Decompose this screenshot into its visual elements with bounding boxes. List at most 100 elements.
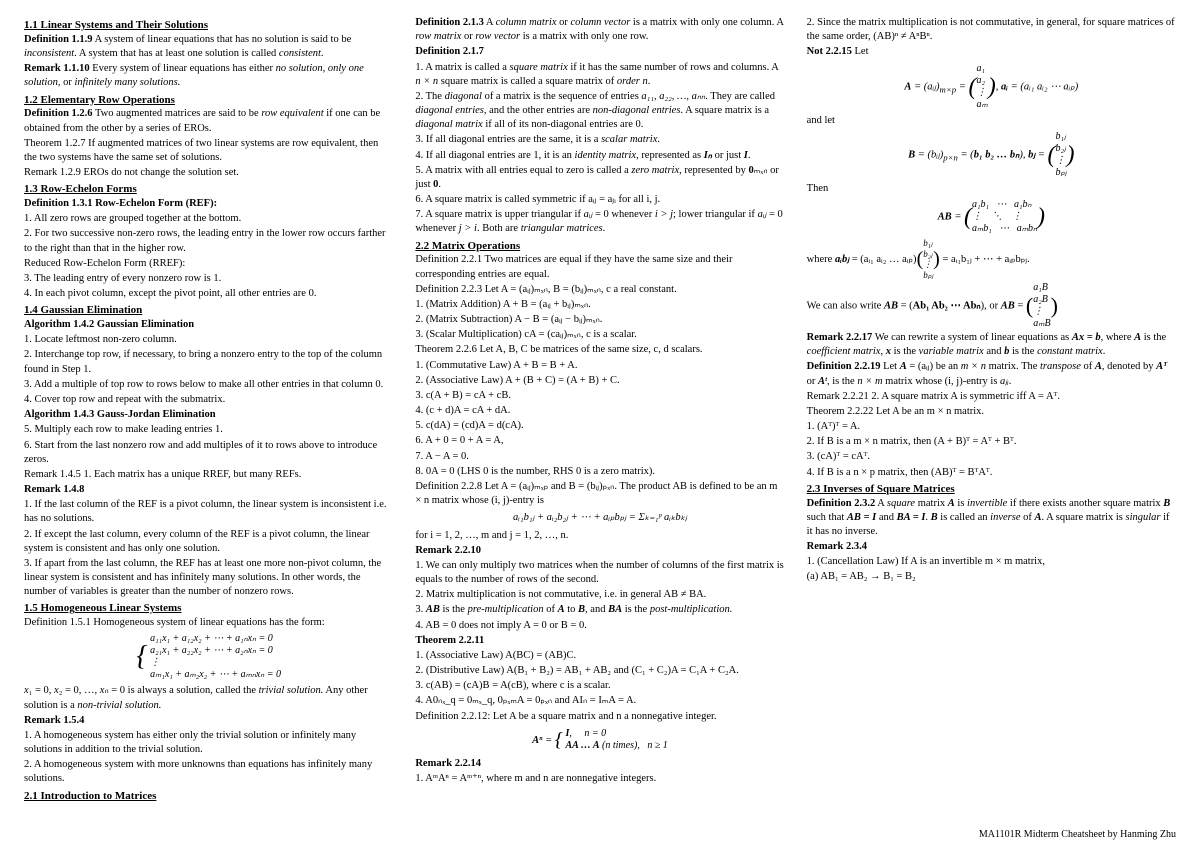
t2222-item-3: 3. (cA)ᵀ = cAᵀ. [807,450,1176,464]
r234-item-1: 1. (Cancellation Law) If A is an inverti… [807,555,1176,569]
algo-1-4-2: Algorithm 1.4.2 Gaussian Elimination [24,318,393,332]
rem-2-2-10: Remark 2.2.10 [415,544,784,558]
thm-2-2-6: Theorem 2.2.6 Let A, B, C be matrices of… [415,343,784,357]
trivial-solution: x₁ = 0, x₂ = 0, …, xₙ = 0 is always a so… [24,684,393,712]
d223-item-3: 3. (Scalar Multiplication) cA = (caᵢⱼ)ₘₓ… [415,328,784,342]
d217-item-2: 2. The diagonal of a matrix is the seque… [415,90,784,133]
t226-item-8: 8. 0A = 0 (LHS 0 is the number, RHS 0 is… [415,465,784,479]
t2211-item-1: 1. (Associative Law) A(BC) = (AB)C. [415,649,784,663]
def-2-2-1: Definition 2.2.1 Two matrices are equal … [415,253,784,281]
n2215-also: We can also write AB = (Ab₁ Ab₂ ⋯ Abₙ), … [807,282,1176,330]
ge-step-3: 3. Add a multiple of top row to rows bel… [24,378,393,392]
def-2-3-2: Definition 2.3.2 A square matrix A is in… [807,497,1176,540]
n2215-and-let: and let [807,114,1176,128]
rem-2-2-17: Remark 2.2.17 We can rewrite a system of… [807,331,1176,359]
thm-2-2-11: Theorem 2.2.11 [415,634,784,648]
rem148-item-3: 3. If apart from the last column, the RE… [24,557,393,600]
rem-1-4-5: Remark 1.4.5 1. Each matrix has a unique… [24,468,393,482]
thm-1-2-7: Theorem 1.2.7 If augmented matrices of t… [24,137,393,165]
homogeneous-system-eq: { a₁₁x₁ + a₁₂x₂ + ⋯ + a₁ₙxₙ = 0 a₂₁x₁ + … [24,633,393,681]
r2210-item-2: 2. Matrix multiplication is not commutat… [415,588,784,602]
gj-step-5: 5. Multiply each row to make leading ent… [24,423,393,437]
r2210-item-4: 4. AB = 0 does not imply A = 0 or B = 0. [415,619,784,633]
n2215-eq2: B = (bᵢⱼ)p×n = (b₁ b₂ … bₙ), bⱼ = (b₁ⱼb₂… [807,131,1176,179]
d217-item-5: 5. A matrix with all entries equal to ze… [415,164,784,192]
d223-item-2: 2. (Matrix Subtraction) A − B = (aᵢⱼ − b… [415,313,784,327]
def-1-3-1: Definition 1.3.1 Row-Echelon Form (REF): [24,197,393,211]
d217-item-3: 3. If all diagonal entries are the same,… [415,133,784,147]
t226-item-6: 6. A + 0 = 0 + A = A, [415,434,784,448]
t2211-item-2: 2. (Distributive Law) A(B₁ + B₂) = AB₁ +… [415,664,784,678]
t226-item-3: 3. c(A + B) = cA + cB. [415,389,784,403]
def-2-1-3: Definition 2.1.3 A column matrix or colu… [415,16,784,44]
page-footer: MA1101R Midterm Cheatsheet by Hanming Zh… [979,828,1176,842]
t2222-item-2: 2. If B is a m × n matrix, then (A + B)ᵀ… [807,435,1176,449]
not-2-2-15: Not 2.2.15 Let [807,45,1176,59]
n2215-where: where aᵢbⱼ = (aᵢ₁ aᵢ₂ … aᵢₚ)(b₁ⱼb₂ⱼ⋮bₚⱼ)… [807,238,1176,281]
r2210-item-1: 1. We can only multiply two matrices whe… [415,559,784,587]
algo-1-4-3: Algorithm 1.4.3 Gauss-Jordan Elimination [24,408,393,422]
n2215-eq1: A = (aᵢⱼ)m×p = (a₁a₂⋮aₘ), aᵢ = (aᵢ₁ aᵢ₂ … [807,63,1176,111]
ref-item-1: 1. All zero rows are grouped together at… [24,212,393,226]
rem-2-2-21: Remark 2.2.21 2. A square matrix A is sy… [807,390,1176,404]
def-2-2-8: Definition 2.2.8 Let A = (aᵢⱼ)ₘₓₚ and B … [415,480,784,508]
ge-step-2: 2. Interchange top row, if necessary, to… [24,348,393,376]
d217-item-4: 4. If all diagonal entries are 1, it is … [415,149,784,163]
n2215-then: Then [807,182,1176,196]
t2222-item-1: 1. (Aᵀ)ᵀ = A. [807,420,1176,434]
t2222-item-4: 4. If B is a n × p matrix, then (AB)ᵀ = … [807,466,1176,480]
rem-2-2-14: Remark 2.2.14 [415,757,784,771]
d217-item-6: 6. A square matrix is called symmetric i… [415,193,784,207]
t226-item-7: 7. A − A = 0. [415,450,784,464]
gj-step-6: 6. Start from the last nonzero row and a… [24,439,393,467]
n2215-eq3: AB = (a₁b₁ ⋯ a₁bₙ⋮ ⋱ ⋮aₘb₁ ⋯ aₘbₙ) [807,199,1176,235]
rem-1-4-8: Remark 1.4.8 [24,483,393,497]
t2211-item-4: 4. A0ₙₓ_q = 0ₘₓ_q, 0ₚₓₘA = 0ₚₓₙ and AIₙ … [415,694,784,708]
rem-1-1-10: Remark 1.1.10 Every system of linear equ… [24,62,393,90]
t226-item-5: 5. c(dA) = (cd)A = d(cA). [415,419,784,433]
d217-item-1: 1. A matrix is called a square matrix if… [415,61,784,89]
rem-1-2-9: Remark 1.2.9 EROs do not change the solu… [24,166,393,180]
def-2-2-19: Definition 2.2.19 Let A = (aᵢⱼ) be an m … [807,360,1176,388]
def-2-2-3: Definition 2.2.3 Let A = (aᵢⱼ)ₘₓₙ, B = (… [415,283,784,297]
def-1-5-1: Definition 1.5.1 Homogeneous system of l… [24,616,393,630]
r2214-item-2: 2. Since the matrix multiplication is no… [807,16,1176,44]
r2214-item-1: 1. AᵐAⁿ = Aᵐ⁺ⁿ, where m and n are nonneg… [415,772,784,786]
r2210-item-3: 3. AB is the pre-multiplication of A to … [415,603,784,617]
r234-item-1a: (a) AB₁ = AB₂ → B₁ = B₂ [807,570,1176,584]
rem154-item-2: 2. A homogeneous system with more unknow… [24,758,393,786]
rem148-item-2: 2. If except the last column, every colu… [24,528,393,556]
t226-item-1: 1. (Commutative Law) A + B = B + A. [415,359,784,373]
ge-step-1: 1. Locate leftmost non-zero column. [24,333,393,347]
heading-2-1: 2.1 Introduction to Matrices [24,789,393,804]
rem-2-3-4: Remark 2.3.4 [807,540,1176,554]
ge-step-4: 4. Cover top row and repeat with the sub… [24,393,393,407]
rref-item-4: 4. In each pivot column, except the pivo… [24,287,393,301]
heading-1-2: 1.2 Elementary Row Operations [24,93,393,108]
ref-item-2: 2. For two successive non-zero rows, the… [24,227,393,255]
heading-1-3: 1.3 Row-Echelon Forms [24,182,393,197]
def-2-2-12: Definition 2.2.12: Let A be a square mat… [415,710,784,724]
rem154-item-1: 1. A homogeneous system has either only … [24,729,393,757]
matrix-power-eq: Aⁿ = { I, n = 0AA … A (n times), n ≥ 1 [415,727,784,754]
heading-1-4: 1.4 Gaussian Elimination [24,303,393,318]
d223-item-1: 1. (Matrix Addition) A + B = (aᵢⱼ + bᵢⱼ)… [415,298,784,312]
rref-label: Reduced Row-Echelon Form (RREF): [24,257,393,271]
content-columns: 1.1 Linear Systems and Their Solutions D… [24,16,1176,806]
heading-2-3: 2.3 Inverses of Square Matrices [807,482,1176,497]
heading-2-2: 2.2 Matrix Operations [415,239,784,254]
heading-1-5: 1.5 Homogeneous Linear Systems [24,601,393,616]
thm-2-2-22: Theorem 2.2.22 Let A be an m × n matrix. [807,405,1176,419]
t226-item-4: 4. (c + d)A = cA + dA. [415,404,784,418]
def-2-1-7: Definition 2.1.7 [415,45,784,59]
rem-1-5-4: Remark 1.5.4 [24,714,393,728]
rref-item-3: 3. The leading entry of every nonzero ro… [24,272,393,286]
d217-item-7: 7. A square matrix is upper triangular i… [415,208,784,236]
product-entry-eq: aᵢ₁b₁ⱼ + aᵢ₂b₂ⱼ + ⋯ + aᵢₚbₚⱼ = Σₖ₌₁ᵖ aᵢₖ… [415,511,784,525]
def-1-1-9: Definition 1.1.9 A system of linear equa… [24,33,393,61]
product-indices: for i = 1, 2, …, m and j = 1, 2, …, n. [415,529,784,543]
def-1-2-6: Definition 1.2.6 Two augmented matrices … [24,107,393,135]
t226-item-2: 2. (Associative Law) A + (B + C) = (A + … [415,374,784,388]
t2211-item-3: 3. c(AB) = (cA)B = A(cB), where c is a s… [415,679,784,693]
rem148-item-1: 1. If the last column of the REF is a pi… [24,498,393,526]
